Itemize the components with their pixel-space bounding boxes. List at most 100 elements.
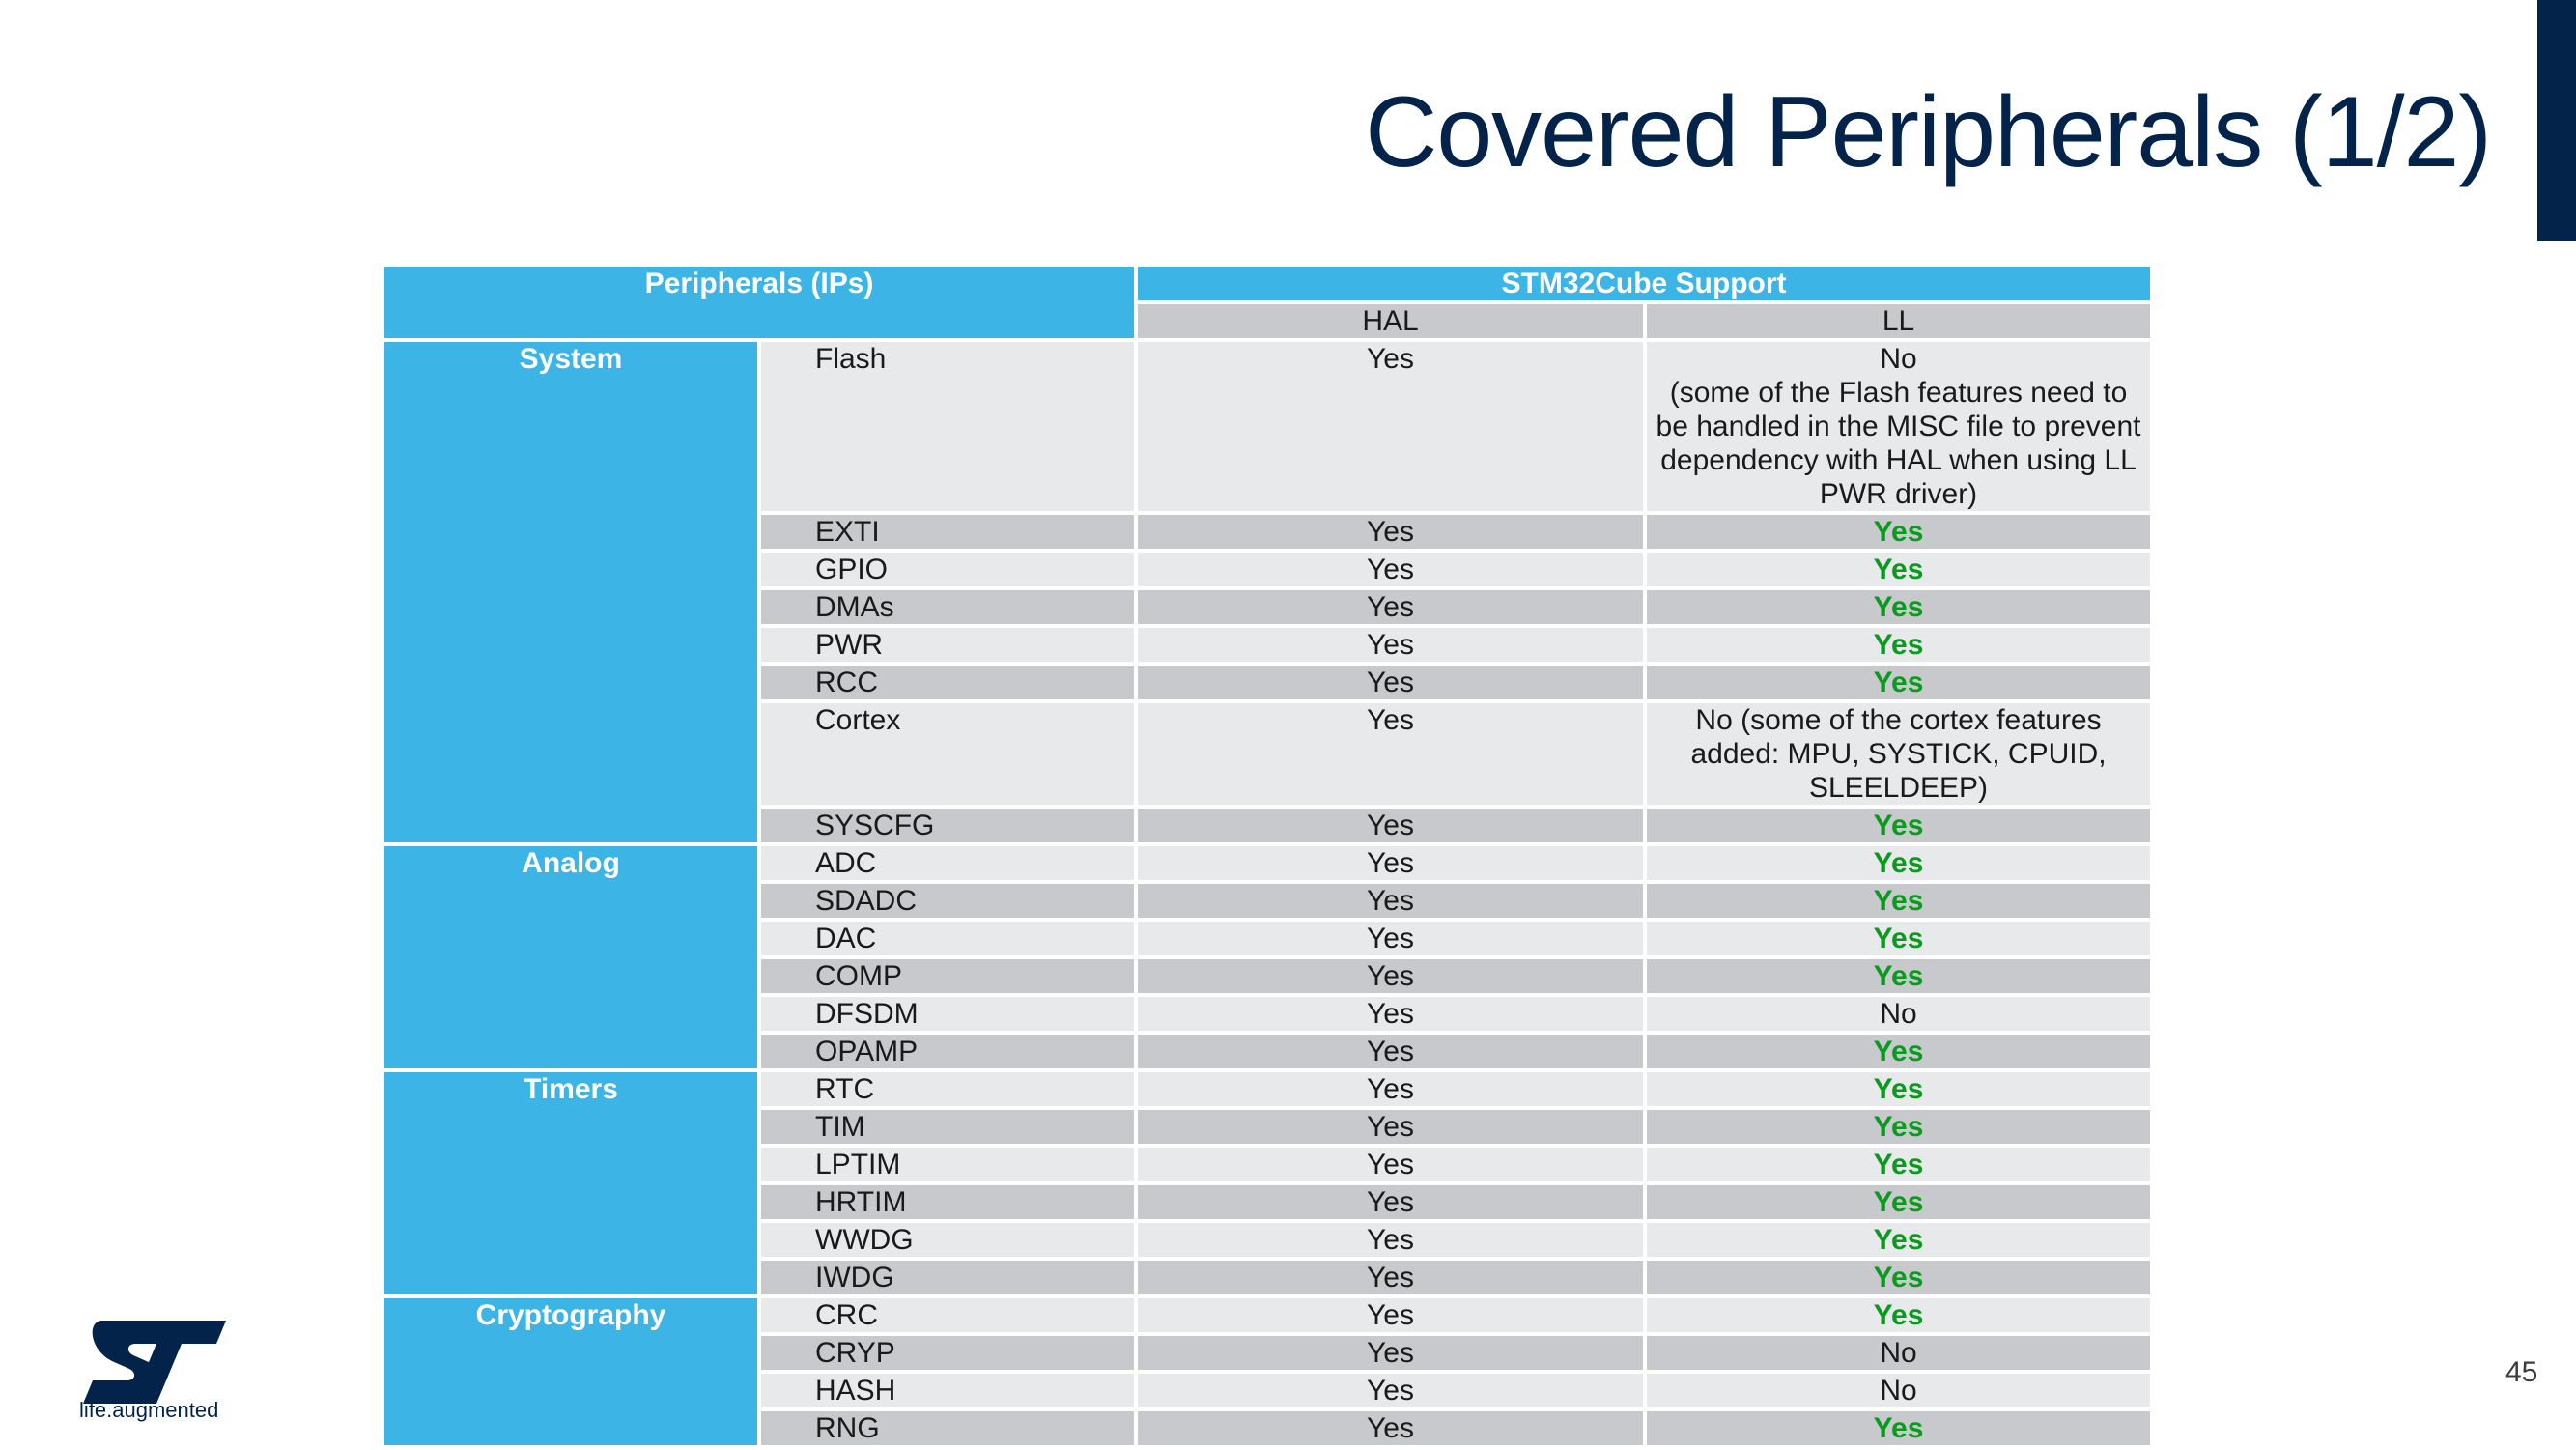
table-row: SYSCFG Yes Yes [384, 809, 2151, 842]
hal-support-cell: Yes [1138, 590, 1644, 624]
table-row: Cryptography CRC Yes Yes [384, 1298, 2151, 1445]
hal-support-cell: Yes [1138, 1374, 1644, 1407]
ip-name-cell: HASH [761, 1374, 1135, 1407]
ll-support-cell: No [1647, 1336, 2151, 1370]
ll-support-cell: Yes [1647, 1035, 2151, 1068]
hal-support-cell: Yes [1138, 809, 1644, 842]
hal-support-cell: Yes [1138, 1110, 1644, 1144]
ll-support-cell: Yes [1647, 1185, 2151, 1219]
table-row: IWDG Yes Yes [384, 1261, 2151, 1294]
ll-support-cell: No (some of the Flash features need to b… [1647, 342, 2151, 511]
header-peripherals: Peripherals (IPs) [384, 267, 1135, 338]
ip-name-cell: EXTI [761, 515, 1135, 549]
table-row: Cortex Yes No (some of the cortex features… [384, 703, 2151, 805]
ip-name-cell: SYSCFG [761, 809, 1135, 842]
table-row: DMAs Yes Yes [384, 590, 2151, 624]
table-row: HRTIM Yes Yes [384, 1185, 2151, 1219]
ip-name-cell: Flash [761, 342, 1135, 511]
table-row: TIM Yes Yes [384, 1110, 2151, 1144]
header-stm32cube-support: STM32Cube Support [1138, 267, 2151, 300]
ip-name-cell: CRYP [761, 1336, 1135, 1370]
ip-name-cell: IWDG [761, 1261, 1135, 1294]
table-row: OPAMP Yes Yes [384, 1035, 2151, 1068]
ip-name-cell: WWDG [761, 1223, 1135, 1257]
table-row: RNG Yes Yes [384, 1411, 2151, 1445]
hal-support-cell: Yes [1138, 997, 1644, 1031]
ip-name-cell: LPTIM [761, 1148, 1135, 1181]
table-row: DAC Yes Yes [384, 922, 2151, 955]
hal-support-cell: Yes [1138, 553, 1644, 586]
ip-name-cell: DFSDM [761, 997, 1135, 1031]
ip-name-cell: GPIO [761, 553, 1135, 586]
table-body: System Flash Yes No (some of the Flash feat… [384, 342, 2151, 1445]
ip-name-cell: ADC [761, 846, 1135, 880]
hal-support-cell: Yes [1138, 1185, 1644, 1219]
ip-name-cell: RTC [761, 1072, 1135, 1106]
hal-support-cell: Yes [1138, 1298, 1644, 1332]
ll-support-cell: Yes [1647, 1223, 2151, 1257]
hal-support-cell: Yes [1138, 1261, 1644, 1294]
ll-support-cell: Yes [1647, 666, 2151, 699]
table-row: PWR Yes Yes [384, 628, 2151, 662]
table-row: LPTIM Yes Yes [384, 1148, 2151, 1181]
hal-support-cell: Yes [1138, 846, 1644, 880]
ll-support-cell: Yes [1647, 553, 2151, 586]
ll-support-cell: Yes [1647, 590, 2151, 624]
hal-support-cell: Yes [1138, 1035, 1644, 1068]
table-row: COMP Yes Yes [384, 959, 2151, 993]
ll-support-cell: No [1647, 1374, 2151, 1407]
ll-support-cell: No [1647, 997, 2151, 1031]
hal-support-cell: Yes [1138, 1411, 1644, 1445]
table-row: EXTI Yes Yes [384, 515, 2151, 549]
page-title: Covered Peripherals (1/2) [1365, 76, 2492, 188]
ip-name-cell: RCC [761, 666, 1135, 699]
ll-support-cell: Yes [1647, 809, 2151, 842]
ll-support-cell: Yes [1647, 884, 2151, 918]
header-ll: LL [1647, 304, 2151, 338]
peripherals-table: Peripherals (IPs) STM32Cube Support HAL … [381, 263, 2154, 1449]
hal-support-cell: Yes [1138, 1148, 1644, 1181]
header-hal: HAL [1138, 304, 1644, 338]
st-logo-icon [83, 1321, 226, 1404]
ll-support-cell: Yes [1647, 1110, 2151, 1144]
hal-support-cell: Yes [1138, 515, 1644, 549]
ip-name-cell: HRTIM [761, 1185, 1135, 1219]
table-row: SDADC Yes Yes [384, 884, 2151, 918]
hal-support-cell: Yes [1138, 884, 1644, 918]
hal-support-cell: Yes [1138, 922, 1644, 955]
table-row: Timers RTC Yes Yes [384, 1072, 2151, 1294]
ll-support-cell: Yes [1647, 846, 2151, 880]
ip-name-cell: CRC [761, 1298, 1135, 1332]
ll-support-cell: Yes [1647, 1072, 2151, 1106]
ll-support-cell: Yes [1647, 628, 2151, 662]
hal-support-cell: Yes [1138, 959, 1644, 993]
ip-name-cell: DMAs [761, 590, 1135, 624]
category-cell: Timers [384, 1072, 757, 1294]
hal-support-cell: Yes [1138, 1072, 1644, 1106]
ip-name-cell: DAC [761, 922, 1135, 955]
category-cell: System [384, 342, 757, 842]
category-cell: Analog [384, 846, 757, 1068]
table-row: CRYP Yes No [384, 1336, 2151, 1370]
page-number: 45 [2505, 1356, 2538, 1388]
logo-tagline: life.augmented [79, 1398, 219, 1422]
table-row: DFSDM Yes No [384, 997, 2151, 1031]
table-row: RCC Yes Yes [384, 666, 2151, 699]
ll-support-cell: Yes [1647, 515, 2151, 549]
table-row: HASH Yes No [384, 1374, 2151, 1407]
ip-name-cell: PWR [761, 628, 1135, 662]
table-row: Analog ADC Yes Yes [384, 846, 2151, 1068]
ip-name-cell: Cortex [761, 703, 1135, 805]
ll-support-cell: Yes [1647, 1148, 2151, 1181]
ip-name-cell: TIM [761, 1110, 1135, 1144]
hal-support-cell: Yes [1138, 342, 1644, 511]
hal-support-cell: Yes [1138, 666, 1644, 699]
ll-support-cell: Yes [1647, 922, 2151, 955]
table-row: System Flash Yes No (some of the Flash feat… [384, 342, 2151, 842]
ll-support-cell: Yes [1647, 1298, 2151, 1332]
ip-name-cell: OPAMP [761, 1035, 1135, 1068]
hal-support-cell: Yes [1138, 1336, 1644, 1370]
table-row: WWDG Yes Yes [384, 1223, 2151, 1257]
ip-name-cell: SDADC [761, 884, 1135, 918]
hal-support-cell: Yes [1138, 628, 1644, 662]
